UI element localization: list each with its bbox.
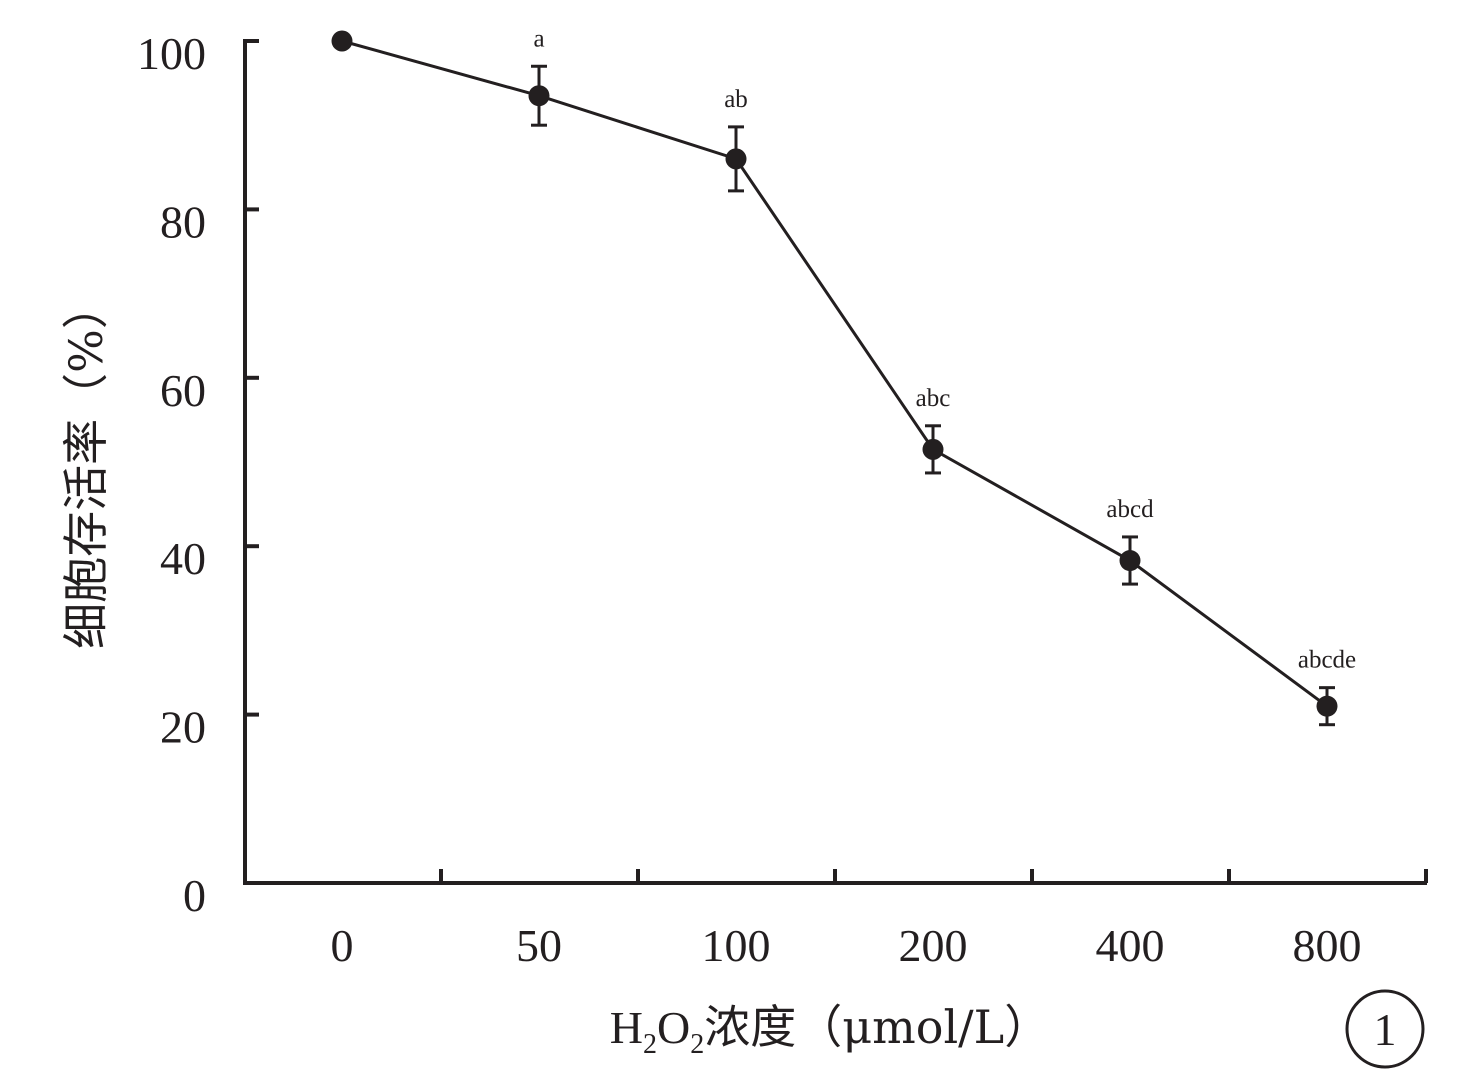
x-tick-label: 0 bbox=[331, 920, 354, 971]
x-tick-label: 100 bbox=[702, 920, 771, 971]
data-point bbox=[922, 438, 944, 460]
significance-label: a bbox=[533, 25, 544, 52]
y-tick-label: 0 bbox=[183, 870, 206, 921]
y-tick-label: 100 bbox=[137, 28, 206, 79]
series-group: a ab abc abcd abcde bbox=[331, 25, 1356, 727]
y-tick-labels: 0 20 40 60 80 100 bbox=[137, 28, 206, 921]
y-tick-label: 40 bbox=[160, 533, 206, 584]
significance-label: abcd bbox=[1106, 496, 1154, 523]
x-tick-label: 400 bbox=[1096, 920, 1165, 971]
axes bbox=[243, 39, 1428, 885]
x-axis-title-h: H bbox=[610, 1002, 643, 1053]
y-tick-label: 80 bbox=[160, 196, 206, 247]
x-tick-labels: 0 50 100 200 400 800 bbox=[331, 920, 1362, 971]
data-point bbox=[1119, 550, 1141, 572]
series-line bbox=[341, 39, 1328, 708]
panel-label-text: 1 bbox=[1374, 1004, 1397, 1055]
panel-label: 1 bbox=[1345, 989, 1425, 1069]
y-tick-label: 60 bbox=[160, 365, 206, 416]
y-axis-title: 细胞存活率（%） bbox=[59, 283, 113, 649]
x-axis-title: H2O2浓度（μmol/L） bbox=[610, 1000, 1050, 1060]
data-point bbox=[528, 85, 550, 107]
data-point bbox=[725, 148, 747, 170]
panel-label-circle bbox=[1345, 989, 1425, 1069]
x-axis-title-sub2: 2 bbox=[690, 1029, 704, 1060]
data-point bbox=[1316, 695, 1338, 717]
data-point bbox=[331, 30, 353, 52]
x-tick-label: 50 bbox=[516, 920, 562, 971]
y-tick-label: 20 bbox=[160, 702, 206, 753]
x-axis-title-o: O bbox=[657, 1002, 690, 1053]
x-axis-title-rest: 浓度（μmol/L） bbox=[704, 1000, 1050, 1054]
x-tick-label: 200 bbox=[899, 920, 968, 971]
significance-label: abcde bbox=[1298, 647, 1356, 674]
significance-label: ab bbox=[724, 86, 748, 113]
significance-label: abc bbox=[916, 385, 951, 412]
x-axis-title-sub1: 2 bbox=[643, 1029, 657, 1060]
x-tick-label: 800 bbox=[1293, 920, 1362, 971]
